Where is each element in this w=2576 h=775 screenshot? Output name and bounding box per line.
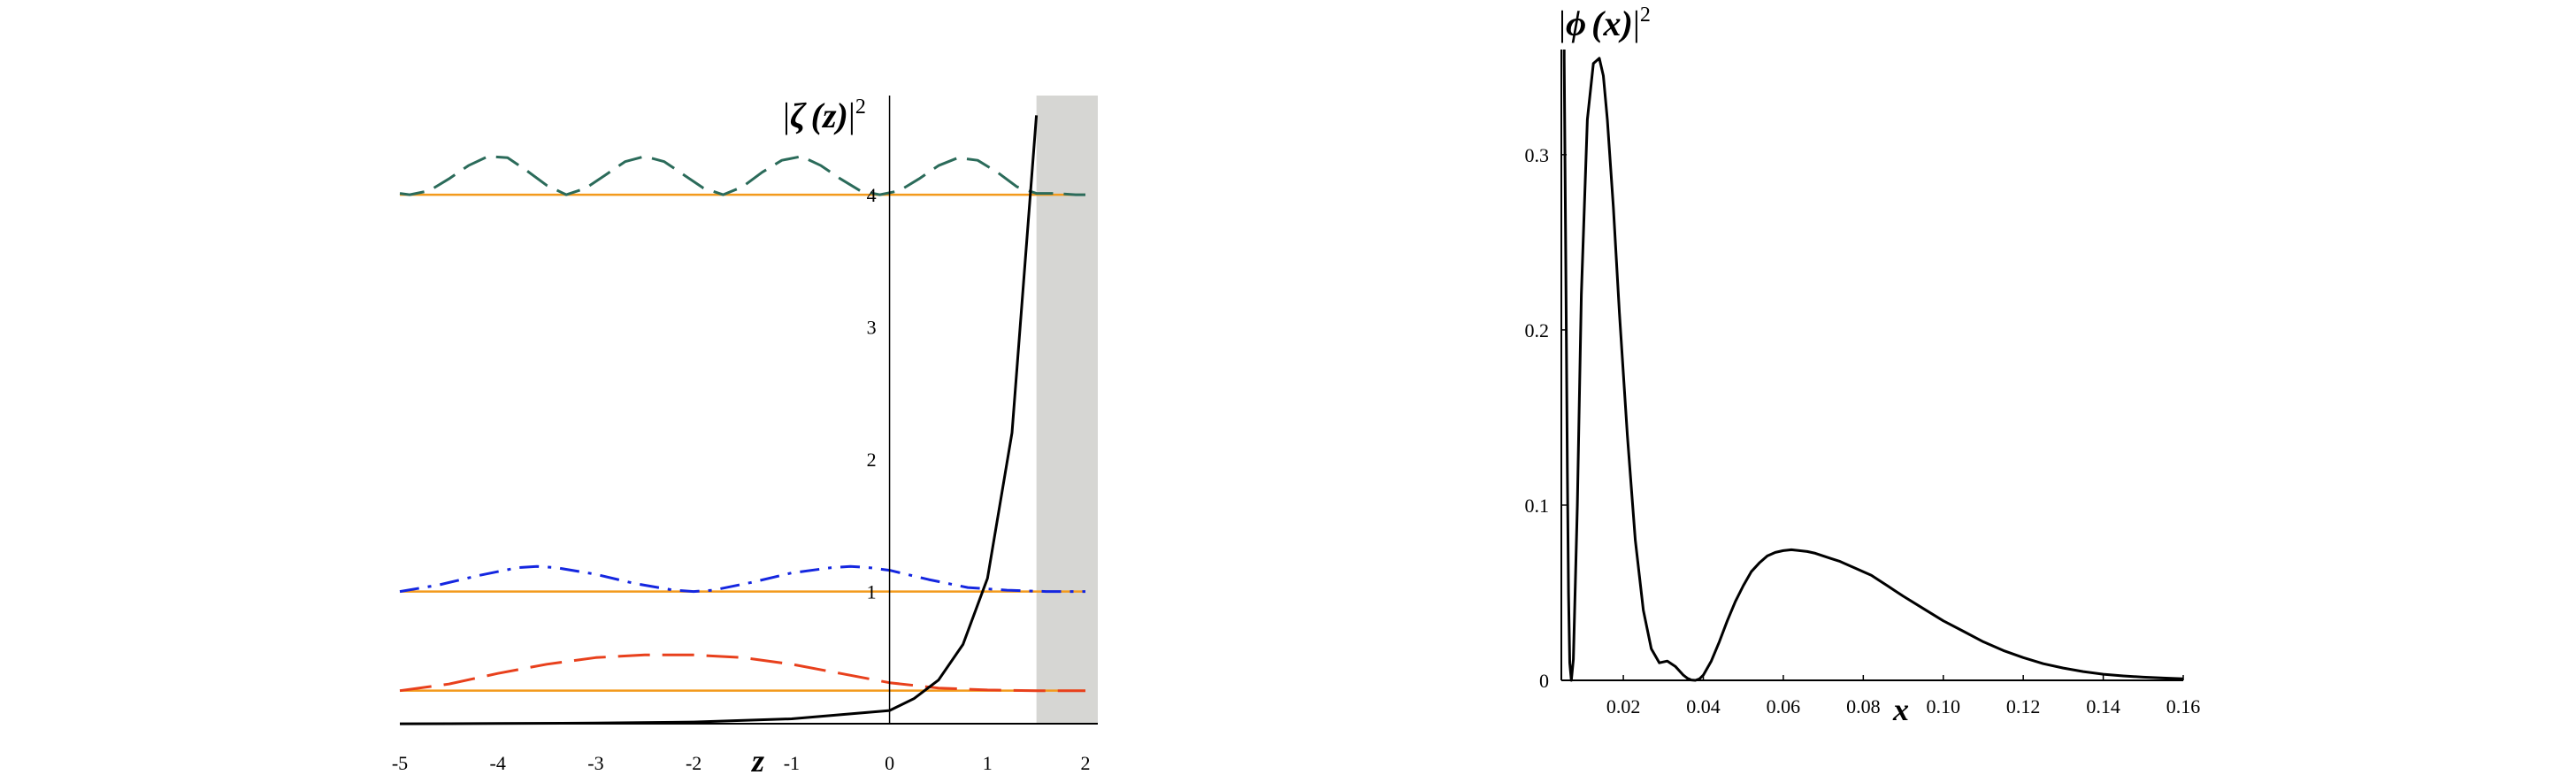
y-tick-label: 4 [867, 184, 877, 206]
x-tick-label: -2 [686, 752, 702, 774]
wavefunction-line [399, 653, 1085, 693]
x-tick-label: 1 [983, 752, 993, 774]
y-tick-labels: 0 0.1 0.2 0.3 [1525, 144, 1567, 692]
wavefunction-line [399, 564, 1085, 594]
y-tick-label: 0.2 [1525, 319, 1550, 341]
y-tick-label: 0 [1539, 670, 1549, 692]
density-series [1562, 50, 2184, 682]
wavefunction-series [399, 155, 1085, 693]
y-tick-labels: 1 2 3 4 [867, 184, 877, 602]
x-tick-label: 0.04 [1686, 695, 1721, 717]
y-tick-label: 1 [867, 581, 877, 603]
chart-probability-density: 0.02 0.04 0.06 0.08 0.10 0.12 0.14 0.16 0 0.1 0.2… [1525, 4, 2201, 727]
x-tick-label: 0.08 [1846, 695, 1881, 717]
chart-wavefunction-potential: -5 -4 -3 -2 -1 0 1 2 1 2 3 4 z |ζ (z)|2 [392, 96, 1098, 775]
x-tick-label: -3 [587, 752, 603, 774]
x-tick-label: 0.12 [2006, 695, 2041, 717]
x-tick-label: -1 [784, 752, 800, 774]
y-tick-label: 2 [867, 449, 877, 471]
x-tick-label: 2 [1081, 752, 1091, 774]
x-tick-label: 0.14 [2086, 695, 2120, 717]
y-axis-label: |ζ (z)|2 [783, 96, 866, 135]
y-tick-label: 0.3 [1525, 144, 1550, 166]
x-axis-label: z [750, 743, 764, 775]
wavefunction-line [399, 155, 1085, 196]
forbidden-region [1036, 96, 1098, 725]
x-tick-labels: 0.02 0.04 0.06 0.08 0.10 0.12 0.14 0.16 [1606, 675, 2200, 717]
y-axis-label: |ϕ (x)|2 [1559, 4, 1651, 43]
x-tick-label: 0.02 [1606, 695, 1641, 717]
x-tick-label: -5 [392, 752, 408, 774]
x-tick-label: 0.16 [2166, 695, 2201, 717]
energy-levels [400, 193, 1085, 692]
x-tick-labels: -5 -4 -3 -2 -1 0 1 2 [392, 752, 1091, 774]
x-tick-label: 0 [885, 752, 894, 774]
y-tick-label: 3 [867, 317, 877, 339]
x-tick-label: 0.06 [1767, 695, 1801, 717]
x-tick-label: -4 [490, 752, 506, 774]
x-tick-label: 0.10 [1926, 695, 1960, 717]
x-axis-label: x [1892, 692, 1909, 727]
density-line [1562, 50, 2184, 682]
y-tick-label: 0.1 [1525, 495, 1550, 517]
